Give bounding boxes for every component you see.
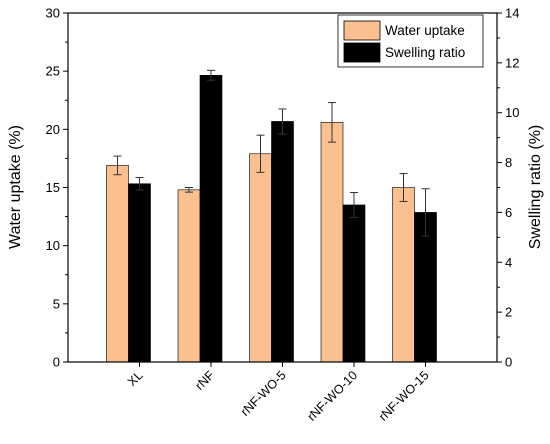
y-left-tick-label: 10 — [46, 238, 60, 253]
y-right-tick-label: 14 — [505, 6, 519, 21]
y-right-tick-label: 10 — [505, 105, 519, 120]
legend: Water uptake Swelling ratio — [337, 14, 484, 68]
x-tick-label: rNF-WO-10 — [305, 368, 361, 424]
x-tick-label: rNF — [192, 368, 217, 393]
legend-swatch-water-uptake — [343, 20, 381, 41]
y-right-tick-label: 0 — [505, 355, 512, 370]
y-right-tick-label: 12 — [505, 55, 519, 70]
y-axis-left: 0 5 10 15 20 25 30 — [46, 6, 68, 370]
bar-swelling-ratio-rnf-wo-5 — [271, 121, 294, 363]
error-bar-water-uptake-rnf-wo-10 — [328, 102, 336, 143]
y-axis-right-title: Swelling ratio (%) — [527, 125, 544, 249]
error-bar-water-uptake-xl — [113, 155, 122, 176]
y-left-tick-label: 15 — [46, 180, 60, 195]
legend-swatch-swelling-ratio — [343, 42, 381, 63]
error-bar-water-uptake-rnf-wo-15 — [399, 173, 408, 202]
error-bar-swelling-ratio-rnf-wo-10 — [350, 191, 358, 218]
error-bar-swelling-ratio-rnf — [207, 69, 215, 81]
y-axis-right: 0 2 4 6 8 10 12 14 — [497, 6, 519, 370]
bar-water-uptake-rnf — [177, 189, 201, 363]
bar-water-uptake-rnf-wo-15 — [392, 187, 415, 363]
bar-swelling-ratio-rnf — [199, 75, 223, 363]
y-right-tick-label: 4 — [505, 255, 512, 270]
error-bar-swelling-ratio-rnf-wo-5 — [278, 108, 287, 135]
y-right-tick-label: 2 — [505, 305, 512, 320]
error-bars-layer — [113, 69, 430, 237]
legend-label-swelling-ratio: Swelling ratio — [385, 45, 465, 60]
bar-water-uptake-xl — [106, 165, 129, 363]
y-axis-left-title: Water uptake (%) — [7, 125, 24, 249]
bars-layer — [106, 75, 437, 363]
legend-label-water-uptake: Water uptake — [385, 23, 465, 38]
error-bar-water-uptake-rnf — [185, 187, 193, 193]
x-axis: XL rNF rNF-WO-5 rNF-WO-10 rNF-WO-15 — [125, 362, 432, 424]
x-tick-label: XL — [125, 368, 146, 389]
bar-water-uptake-rnf-wo-10 — [320, 122, 344, 363]
bar-swelling-ratio-rnf-wo-10 — [342, 204, 366, 363]
bar-swelling-ratio-xl — [128, 183, 151, 363]
y-left-tick-label: 5 — [53, 296, 60, 311]
bar-water-uptake-rnf-wo-5 — [249, 153, 272, 363]
x-tick-label: rNF-WO-15 — [376, 368, 432, 424]
y-left-tick-label: 30 — [46, 6, 60, 21]
error-bar-water-uptake-rnf-wo-5 — [256, 134, 265, 173]
error-bar-swelling-ratio-xl — [135, 177, 144, 191]
y-right-tick-label: 6 — [505, 205, 512, 220]
y-left-tick-label: 0 — [53, 355, 60, 370]
y-left-tick-label: 25 — [46, 64, 60, 79]
y-left-tick-label: 20 — [46, 122, 60, 137]
x-tick-label: rNF-WO-5 — [238, 368, 289, 419]
error-bar-swelling-ratio-rnf-wo-15 — [421, 188, 430, 237]
y-right-tick-label: 8 — [505, 155, 512, 170]
